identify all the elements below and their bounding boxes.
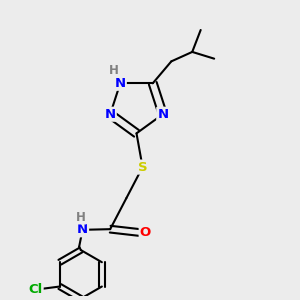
Text: N: N [77, 223, 88, 236]
Text: N: N [115, 77, 126, 90]
Text: Cl: Cl [28, 283, 43, 296]
Text: N: N [157, 108, 168, 121]
Text: S: S [138, 160, 147, 174]
Text: O: O [140, 226, 151, 239]
Text: H: H [109, 64, 119, 77]
Text: N: N [105, 108, 116, 121]
Text: H: H [76, 211, 86, 224]
